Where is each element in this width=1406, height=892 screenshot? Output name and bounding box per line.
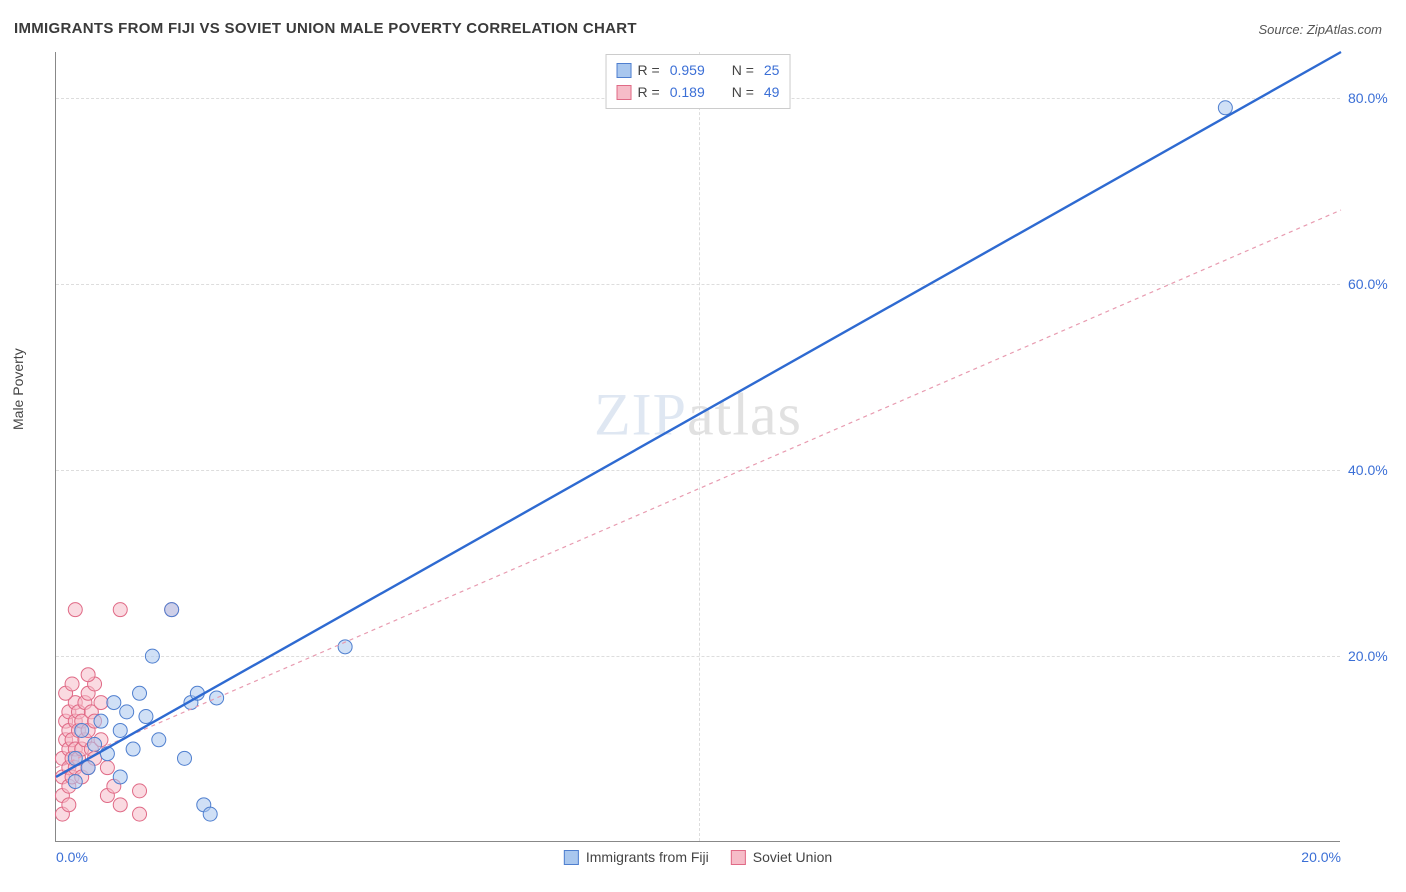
data-point-soviet <box>100 761 114 775</box>
data-point-fiji <box>126 742 140 756</box>
data-point-fiji <box>1218 101 1232 115</box>
legend-row-soviet: R = 0.189 N = 49 <box>617 81 780 103</box>
trend-line-soviet <box>56 210 1341 768</box>
data-point-soviet <box>81 668 95 682</box>
legend-label: Soviet Union <box>753 849 832 865</box>
y-axis-label: Male Poverty <box>10 348 26 430</box>
data-point-soviet <box>133 807 147 821</box>
legend-swatch-fiji <box>617 63 632 78</box>
data-point-fiji <box>120 705 134 719</box>
y-tick-label: 80.0% <box>1348 90 1398 106</box>
chart-title: IMMIGRANTS FROM FIJI VS SOVIET UNION MAL… <box>14 20 637 37</box>
y-tick-label: 60.0% <box>1348 276 1398 292</box>
correlation-legend: R = 0.959 N = 25 R = 0.189 N = 49 <box>606 54 791 109</box>
plot-area: ZIPatlas R = 0.959 N = 25 R = 0.189 N = … <box>55 52 1340 842</box>
legend-label: Immigrants from Fiji <box>586 849 709 865</box>
legend-swatch <box>731 850 746 865</box>
legend-row-fiji: R = 0.959 N = 25 <box>617 59 780 81</box>
x-tick-label: 20.0% <box>1301 849 1341 865</box>
trend-line-fiji <box>56 52 1341 777</box>
data-point-fiji <box>75 723 89 737</box>
data-point-soviet <box>62 798 76 812</box>
data-point-fiji <box>145 649 159 663</box>
data-point-fiji <box>178 751 192 765</box>
data-point-fiji <box>152 733 166 747</box>
chart-svg <box>56 52 1340 841</box>
legend-swatch <box>564 850 579 865</box>
bottom-legend-item: Immigrants from Fiji <box>564 849 709 865</box>
data-point-soviet <box>68 603 82 617</box>
data-point-fiji <box>94 714 108 728</box>
data-point-fiji <box>113 723 127 737</box>
data-point-fiji <box>68 775 82 789</box>
data-point-soviet <box>94 696 108 710</box>
data-point-fiji <box>133 686 147 700</box>
data-point-fiji <box>88 737 102 751</box>
legend-swatch-soviet <box>617 85 632 100</box>
data-point-soviet <box>113 603 127 617</box>
bottom-legend-item: Soviet Union <box>731 849 832 865</box>
data-point-soviet <box>113 798 127 812</box>
data-point-soviet <box>133 784 147 798</box>
source-attribution: Source: ZipAtlas.com <box>1258 22 1382 37</box>
data-point-fiji <box>107 696 121 710</box>
data-point-fiji <box>139 710 153 724</box>
data-point-soviet <box>65 677 79 691</box>
y-tick-label: 20.0% <box>1348 648 1398 664</box>
data-point-fiji <box>113 770 127 784</box>
bottom-legend: Immigrants from Fiji Soviet Union <box>564 849 832 865</box>
x-tick-label: 0.0% <box>56 849 88 865</box>
data-point-fiji <box>165 603 179 617</box>
y-tick-label: 40.0% <box>1348 462 1398 478</box>
data-point-fiji <box>203 807 217 821</box>
